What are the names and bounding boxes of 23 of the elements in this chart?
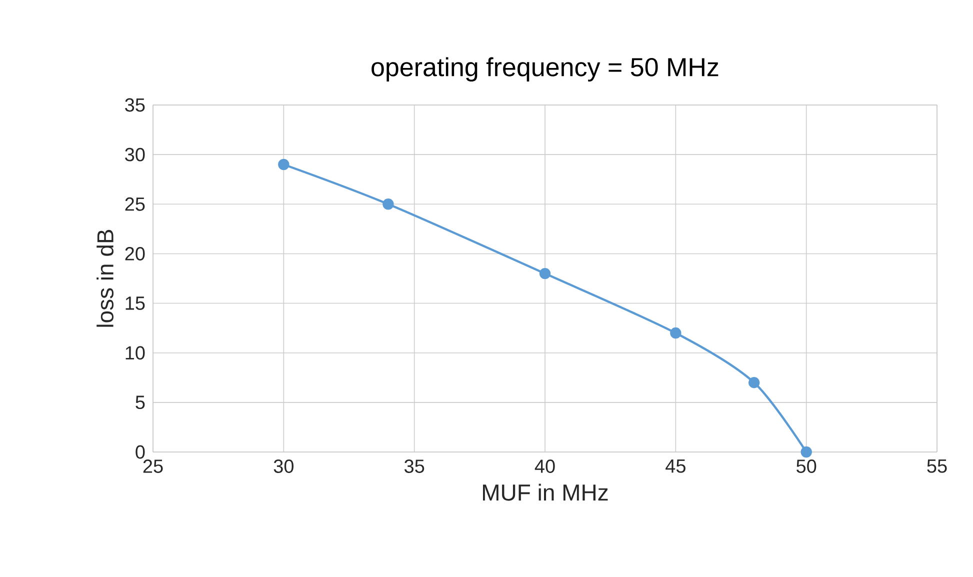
y-tick-label: 15	[126, 296, 145, 310]
y-tick-label: 0	[136, 445, 145, 459]
point	[539, 268, 551, 280]
x-axis-title: MUF in MHz	[483, 484, 608, 501]
y-tick-label: 5	[136, 396, 145, 410]
y-axis-title: loss in dB	[96, 230, 114, 327]
point	[800, 446, 812, 458]
chart-title: operating frequency = 50 MHz	[372, 57, 718, 82]
x-tick-label: 40	[534, 460, 555, 473]
point	[278, 158, 290, 170]
y-tick-label: 20	[125, 246, 145, 260]
x-tick-label: 35	[404, 460, 424, 473]
point	[670, 327, 682, 339]
x-tick-label: 45	[666, 460, 686, 473]
point	[382, 198, 394, 210]
y-tick-label: 30	[125, 148, 145, 162]
x-tick-label: 30	[274, 460, 294, 473]
point	[748, 377, 760, 388]
y-tick-label: 35	[125, 98, 145, 112]
y-tick-label: 10	[126, 346, 145, 360]
x-tick-label: 50	[796, 460, 816, 473]
x-tick-label: 55	[927, 460, 947, 473]
y-tick-label: 25	[125, 197, 145, 211]
